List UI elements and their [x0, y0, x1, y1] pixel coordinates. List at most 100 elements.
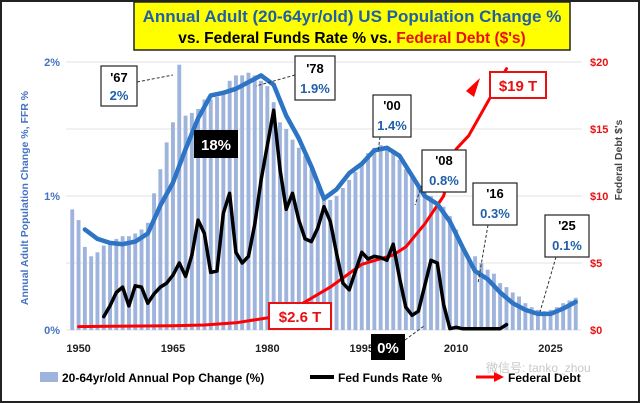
pop-change-bar: [265, 86, 270, 330]
callout-box: [371, 334, 405, 360]
title-line-2-red: Federal Debt ($'s): [396, 30, 525, 47]
pop-change-bar: [315, 185, 320, 330]
annotation-08: '08 0.8%: [414, 149, 467, 206]
pop-change-bar: [322, 196, 326, 330]
pop-change-bar: [460, 246, 465, 330]
pop-change-bar: [70, 209, 75, 330]
y-axis-left-label: Annual Adult Population Change %, FFR %: [19, 90, 31, 305]
callout-box: [268, 302, 332, 330]
annotation-box: [472, 182, 518, 226]
y-right-tick-label: $0: [590, 325, 602, 337]
pop-change-bar: [328, 200, 333, 330]
pop-change-bar: [158, 169, 163, 330]
annotation-year: '78: [306, 61, 324, 76]
pop-change-bar: [353, 171, 358, 330]
pop-trend-line: [82, 73, 578, 317]
pop-change-bar: [189, 112, 194, 331]
callout-text: 0%: [377, 340, 399, 357]
y-left-tick-label: 2%: [44, 57, 60, 69]
annotation-value: 1.4%: [377, 118, 407, 133]
pop-change-bar: [416, 186, 421, 330]
pop-change-bar: [127, 236, 131, 330]
pop-change-bar: [177, 64, 182, 330]
pop-change-bar: [410, 177, 414, 330]
annotation-value: 0.3%: [480, 206, 510, 221]
annotation-78: '78 1.9%: [255, 55, 336, 101]
callout-box: [194, 130, 238, 158]
x-tick-label: 2025: [538, 343, 562, 355]
title-line-1: Annual Adult (20-64yr/old) US Population…: [143, 7, 562, 26]
debt-arrow-head: [466, 78, 480, 97]
fed-funds-line: [102, 108, 509, 331]
pop-change-bar: [504, 287, 509, 330]
callout-debt-start: $2.6 T: [268, 302, 332, 330]
pop-change-bar: [422, 192, 427, 330]
pop-change-bar: [82, 246, 87, 330]
annotation-value: 0.1%: [552, 238, 582, 253]
x-tick-label: 1950: [66, 343, 90, 355]
pop-change-bar: [403, 169, 408, 330]
pop-change-bar: [101, 245, 106, 330]
callout-text: $2.6 T: [279, 309, 322, 326]
pop-change-bar: [347, 179, 352, 330]
pop-change-bar: [271, 102, 276, 330]
pop-change-bar: [133, 233, 138, 330]
annotation-pointer: [377, 136, 381, 153]
y-left-tick-label: 0%: [44, 325, 60, 337]
annotation-year: '25: [558, 218, 576, 233]
x-tick-label: 2010: [444, 343, 468, 355]
pop-change-bar: [120, 236, 125, 330]
pop-change-bar: [164, 142, 169, 330]
annotation-box: [421, 149, 467, 193]
pop-change-bar: [296, 147, 301, 330]
callout-box: [489, 71, 547, 99]
annotation-67: '67 2%: [100, 65, 174, 107]
callout-ffr-zero: 0%: [371, 325, 425, 360]
annotation-box: [100, 65, 138, 107]
pop-change-bar: [246, 72, 251, 330]
pop-change-bar: [523, 303, 528, 330]
title-line-2-black: vs. Federal Funds Rate % vs.: [178, 30, 396, 47]
pop-change-bar: [479, 263, 484, 330]
pop-change-bar: [171, 122, 175, 330]
pop-change-bar: [108, 241, 112, 330]
annotation-value: 0.8%: [429, 173, 459, 188]
pop-change-bar: [309, 169, 314, 330]
pop-change-bar: [76, 220, 81, 330]
pop-change-bar: [284, 129, 289, 330]
pop-change-bar: [466, 260, 471, 330]
annotation-box: [294, 55, 336, 101]
federal-debt-line: [77, 67, 508, 329]
pop-change-bar: [510, 292, 515, 330]
callout-text: $19 T: [499, 78, 537, 95]
ticks-layer: 0% 1% 2% $0 $5 $10 $15 $20 1950 1965 1980 1995 2010 2…: [44, 57, 608, 355]
pop-change-bar: [290, 139, 295, 330]
pop-change-bar: [473, 256, 477, 330]
pop-change-bar: [397, 159, 402, 330]
title-line-2: vs. Federal Funds Rate % vs. Federal Deb…: [178, 30, 525, 47]
y-right-tick-label: $10: [590, 191, 608, 203]
pop-change-bar: [385, 147, 389, 330]
pop-change-bar: [492, 273, 496, 330]
y-left-tick-label: 1%: [44, 191, 60, 203]
annotation-value: 2%: [110, 88, 129, 103]
lines-layer: [77, 67, 578, 331]
pop-change-bar: [542, 311, 547, 330]
pop-change-bar: [454, 229, 459, 330]
pop-change-bar: [372, 147, 377, 330]
pop-change-bar: [340, 188, 345, 330]
pop-change-bar: [303, 155, 308, 330]
pop-change-bar: [548, 309, 553, 330]
pop-change-bar: [183, 115, 188, 330]
y-right-tick-label: $20: [590, 57, 608, 69]
pop-change-bar: [529, 307, 534, 330]
pop-change-bar: [561, 303, 566, 330]
callout-debt-end: $19 T: [489, 71, 547, 99]
pop-change-bar: [517, 296, 521, 330]
pop-change-bar: [152, 193, 156, 330]
pop-change-bar: [378, 145, 383, 330]
annotation-pointer: [136, 74, 174, 83]
callout-pointer: [404, 325, 425, 341]
pop-change-bar: [447, 216, 452, 330]
